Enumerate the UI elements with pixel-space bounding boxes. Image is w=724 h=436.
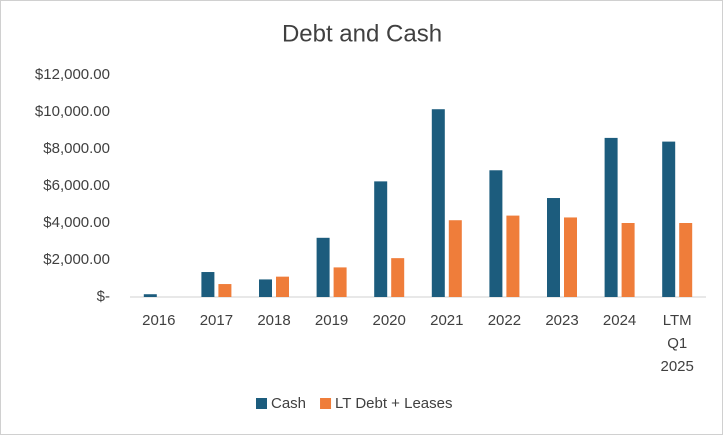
y-tick-label: $4,000.00 [43,214,110,231]
bar [276,276,289,297]
y-tick-label: $10,000.00 [35,103,110,120]
chart-title: Debt and Cash [282,20,442,47]
bar [604,137,618,297]
y-tick-label: $6,000.00 [43,177,110,194]
bar [201,272,215,297]
bar [316,237,330,297]
bar [143,294,157,297]
bar [259,279,272,297]
x-tick-label: LTM Q1 2025 [661,312,694,375]
x-tick-label: 2017 [200,312,233,329]
bar [547,198,560,297]
bar [489,170,503,297]
bar [679,223,693,297]
y-tick-label: $12,000.00 [35,66,110,83]
bar [431,109,445,297]
x-tick-label: 2016 [142,312,175,329]
y-tick-label: $- [97,288,110,305]
legend-swatch [256,398,267,409]
x-tick-label: 2019 [315,312,348,329]
x-tick-label: 2023 [545,312,578,329]
legend-swatch [320,398,332,409]
x-tick-label: 2022 [488,312,521,329]
x-tick-label: 2018 [257,312,290,329]
x-tick-label: 2021 [430,312,463,329]
bar [662,141,676,297]
y-tick-label: $8,000.00 [43,140,110,157]
bar [448,220,462,297]
x-tick-label: 2024 [603,312,636,329]
bar [621,223,635,297]
y-tick-label: $2,000.00 [43,251,110,268]
bar [564,217,577,297]
legend-label: Cash [271,395,306,412]
bar [333,267,347,297]
legend-label: LT Debt + Leases [335,395,452,412]
bar [218,284,232,297]
bar [391,258,405,297]
bar [506,215,520,297]
bar [374,181,388,297]
x-tick-label: 2020 [373,312,406,329]
